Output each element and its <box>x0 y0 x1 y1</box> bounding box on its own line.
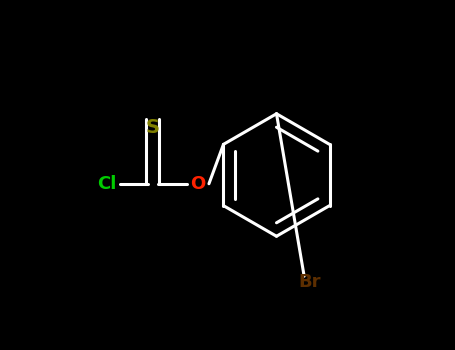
Text: Cl: Cl <box>97 175 116 193</box>
Text: Br: Br <box>298 273 321 291</box>
Text: S: S <box>145 118 159 137</box>
Text: O: O <box>190 175 205 193</box>
